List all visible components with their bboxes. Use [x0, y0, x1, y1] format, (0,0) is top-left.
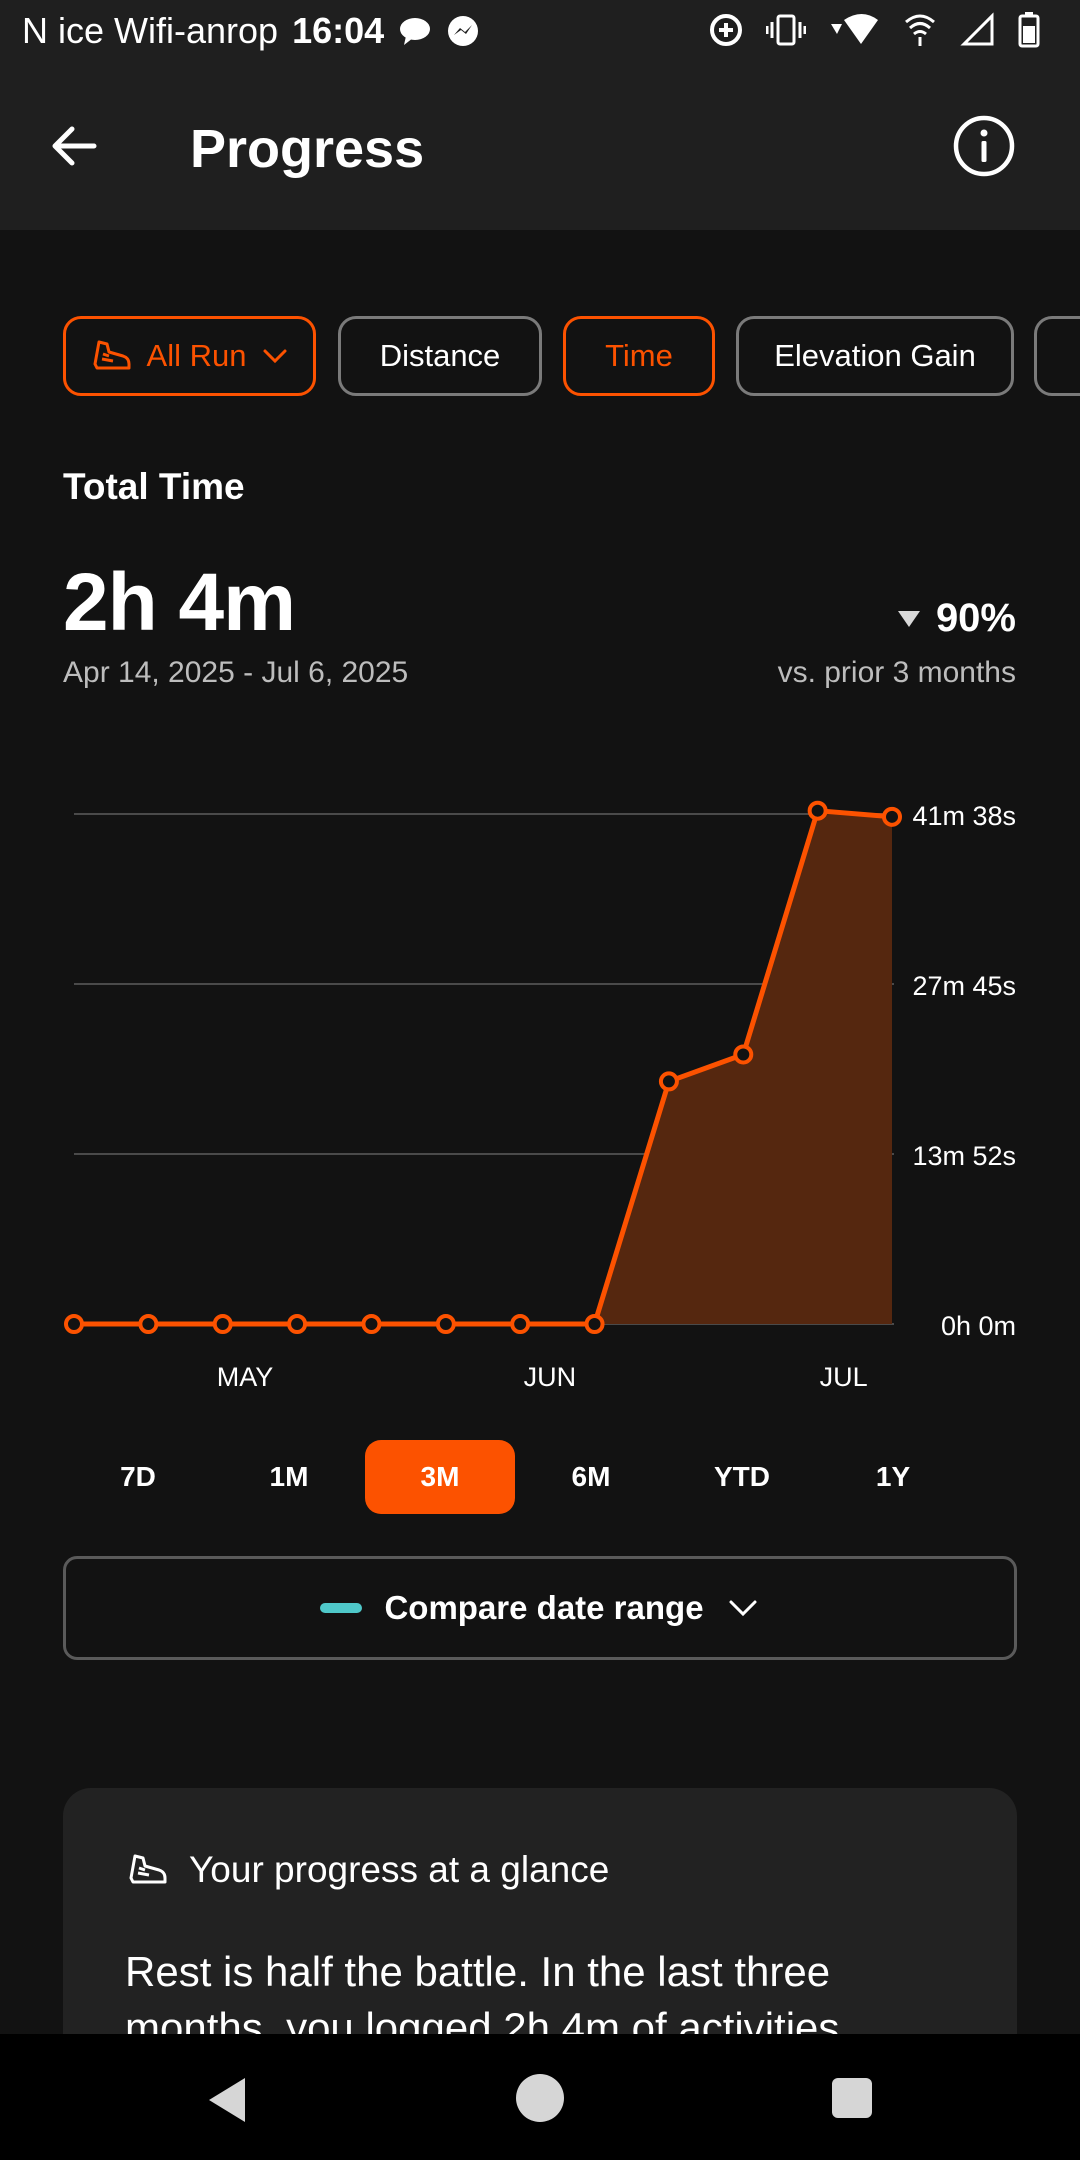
- y-tick-label: 27m 45s: [912, 971, 1016, 1001]
- data-point[interactable]: [435, 1314, 456, 1334]
- range-3m-button[interactable]: 3M: [365, 1440, 515, 1514]
- range-7d-button[interactable]: 7D: [120, 1461, 156, 1492]
- chevron-down-icon: [729, 1600, 757, 1617]
- y-tick-label: 0h 0m: [941, 1311, 1016, 1341]
- elevation-gain-chip[interactable]: Elevation Gain: [736, 316, 1014, 396]
- range-1m-button[interactable]: 1M: [269, 1461, 309, 1492]
- change-caption: vs. prior 3 months: [777, 656, 1016, 689]
- metric-label: Total Time: [63, 466, 245, 507]
- compare-date-range-button[interactable]: Compare date range: [63, 1556, 1017, 1660]
- status-bar: N ice Wifi-anrop 16:04: [0, 0, 1080, 64]
- messenger-icon: [448, 16, 479, 46]
- data-point[interactable]: [584, 1314, 605, 1334]
- page-title: Progress: [190, 119, 425, 179]
- glance-title: Your progress at a glance: [189, 1849, 610, 1890]
- date-range: Apr 14, 2025 - Jul 6, 2025: [63, 656, 409, 689]
- data-point[interactable]: [807, 800, 828, 821]
- series-line: [74, 808, 893, 1327]
- carrier-label: N ice Wifi-anrop: [22, 10, 279, 51]
- info-icon[interactable]: [952, 114, 1016, 178]
- hotspot-icon: [905, 14, 935, 46]
- x-tick-label: JUN: [524, 1362, 577, 1392]
- nav-home-icon[interactable]: [516, 2074, 564, 2122]
- glance-header: Your progress at a glance: [125, 1848, 609, 1892]
- change-indicator: 90%: [896, 596, 1016, 641]
- data-point[interactable]: [510, 1314, 531, 1334]
- battery-icon: [1018, 12, 1040, 48]
- time-chart: 41m 38s 27m 45s 13m 52s 0h 0m MAY JUN JUL: [64, 800, 1016, 1392]
- status-left: N ice Wifi-anrop 16:04: [22, 10, 480, 52]
- nav-back-icon[interactable]: [205, 2076, 249, 2124]
- series-area: [594, 810, 892, 1324]
- triangle-down-icon: [897, 610, 920, 627]
- y-tick-label: 41m 38s: [912, 801, 1016, 831]
- data-point[interactable]: [287, 1314, 308, 1334]
- data-point[interactable]: [361, 1314, 382, 1334]
- signal-icon: [960, 12, 994, 46]
- arrow-left-icon[interactable]: [44, 116, 104, 176]
- running-shoe-icon: [129, 1854, 167, 1884]
- data-point[interactable]: [882, 806, 902, 827]
- data-saver-icon: [710, 14, 742, 46]
- range-selector: 7D 1M 3M 6M YTD 1Y: [63, 1440, 1017, 1514]
- change-percent: 90%: [935, 596, 1016, 640]
- y-tick-label: 13m 52s: [912, 1141, 1016, 1171]
- data-point[interactable]: [138, 1314, 159, 1334]
- filter-chips: All Run Distance Time Elevation Gain: [0, 316, 1080, 400]
- vibrate-icon: [766, 14, 806, 46]
- x-tick-label: MAY: [217, 1362, 274, 1392]
- nav-recents-icon[interactable]: [832, 2078, 872, 2118]
- range-1y-button[interactable]: 1Y: [875, 1461, 911, 1492]
- data-point[interactable]: [212, 1314, 233, 1334]
- time-chip[interactable]: Time: [563, 316, 715, 396]
- range-ytd-button[interactable]: YTD: [714, 1461, 770, 1492]
- status-icons: [708, 12, 1040, 48]
- wifi-icon: [831, 14, 878, 44]
- x-tick-label: JUL: [820, 1362, 868, 1392]
- system-nav-bar: [0, 2034, 1080, 2160]
- data-point[interactable]: [64, 1314, 84, 1334]
- chat-bubble-icon: [400, 18, 431, 45]
- running-shoe-icon: [93, 340, 131, 370]
- data-point[interactable]: [658, 1071, 679, 1092]
- sport-filter-label: All Run: [146, 338, 247, 373]
- compare-swatch: [320, 1603, 363, 1613]
- range-6m-button[interactable]: 6M: [571, 1461, 611, 1492]
- distance-chip[interactable]: Distance: [338, 316, 542, 396]
- clock: 16:04: [292, 10, 385, 51]
- metric-value: 2h 4m: [63, 557, 296, 648]
- more-chip-partial[interactable]: [1034, 316, 1080, 396]
- compare-label: Compare date range: [384, 1589, 704, 1626]
- data-point[interactable]: [733, 1044, 754, 1065]
- sport-filter-chip[interactable]: All Run: [63, 316, 316, 396]
- app-bar: Progress: [0, 64, 1080, 230]
- chevron-down-icon: [263, 349, 287, 364]
